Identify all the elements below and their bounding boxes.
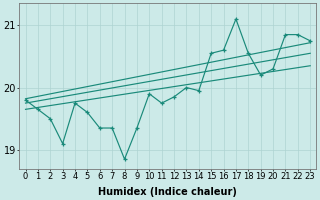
X-axis label: Humidex (Indice chaleur): Humidex (Indice chaleur) [99,187,237,197]
